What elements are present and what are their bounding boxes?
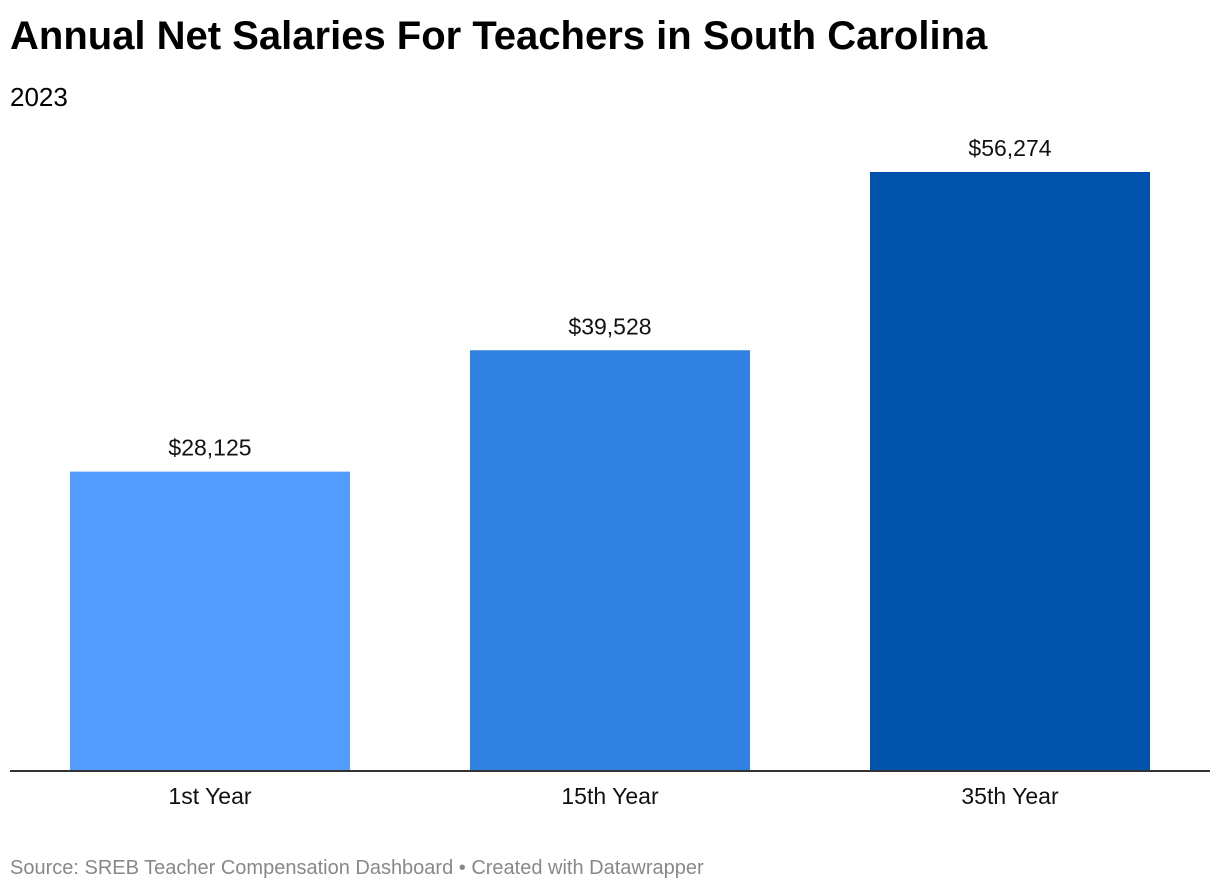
category-label-15th-year: 15th Year xyxy=(561,783,659,809)
labels-group: $28,125 1st Year $39,528 15th Year $56,274 35… xyxy=(168,135,1059,809)
value-label-15th-year: $39,528 xyxy=(568,313,651,339)
category-label-1st-year: 1st Year xyxy=(168,783,251,809)
bar-35th-year xyxy=(870,172,1150,771)
chart-subtitle: 2023 xyxy=(10,82,68,112)
value-label-1st-year: $28,125 xyxy=(168,435,251,461)
bar-15th-year xyxy=(470,350,750,771)
bars-group xyxy=(70,172,1150,771)
chart-title: Annual Net Salaries For Teachers in Sout… xyxy=(10,14,988,58)
bar-1st-year xyxy=(70,471,350,771)
value-label-35th-year: $56,274 xyxy=(968,135,1051,161)
source-footer: Source: SREB Teacher Compensation Dashbo… xyxy=(10,857,704,879)
category-label-35th-year: 35th Year xyxy=(961,783,1059,809)
